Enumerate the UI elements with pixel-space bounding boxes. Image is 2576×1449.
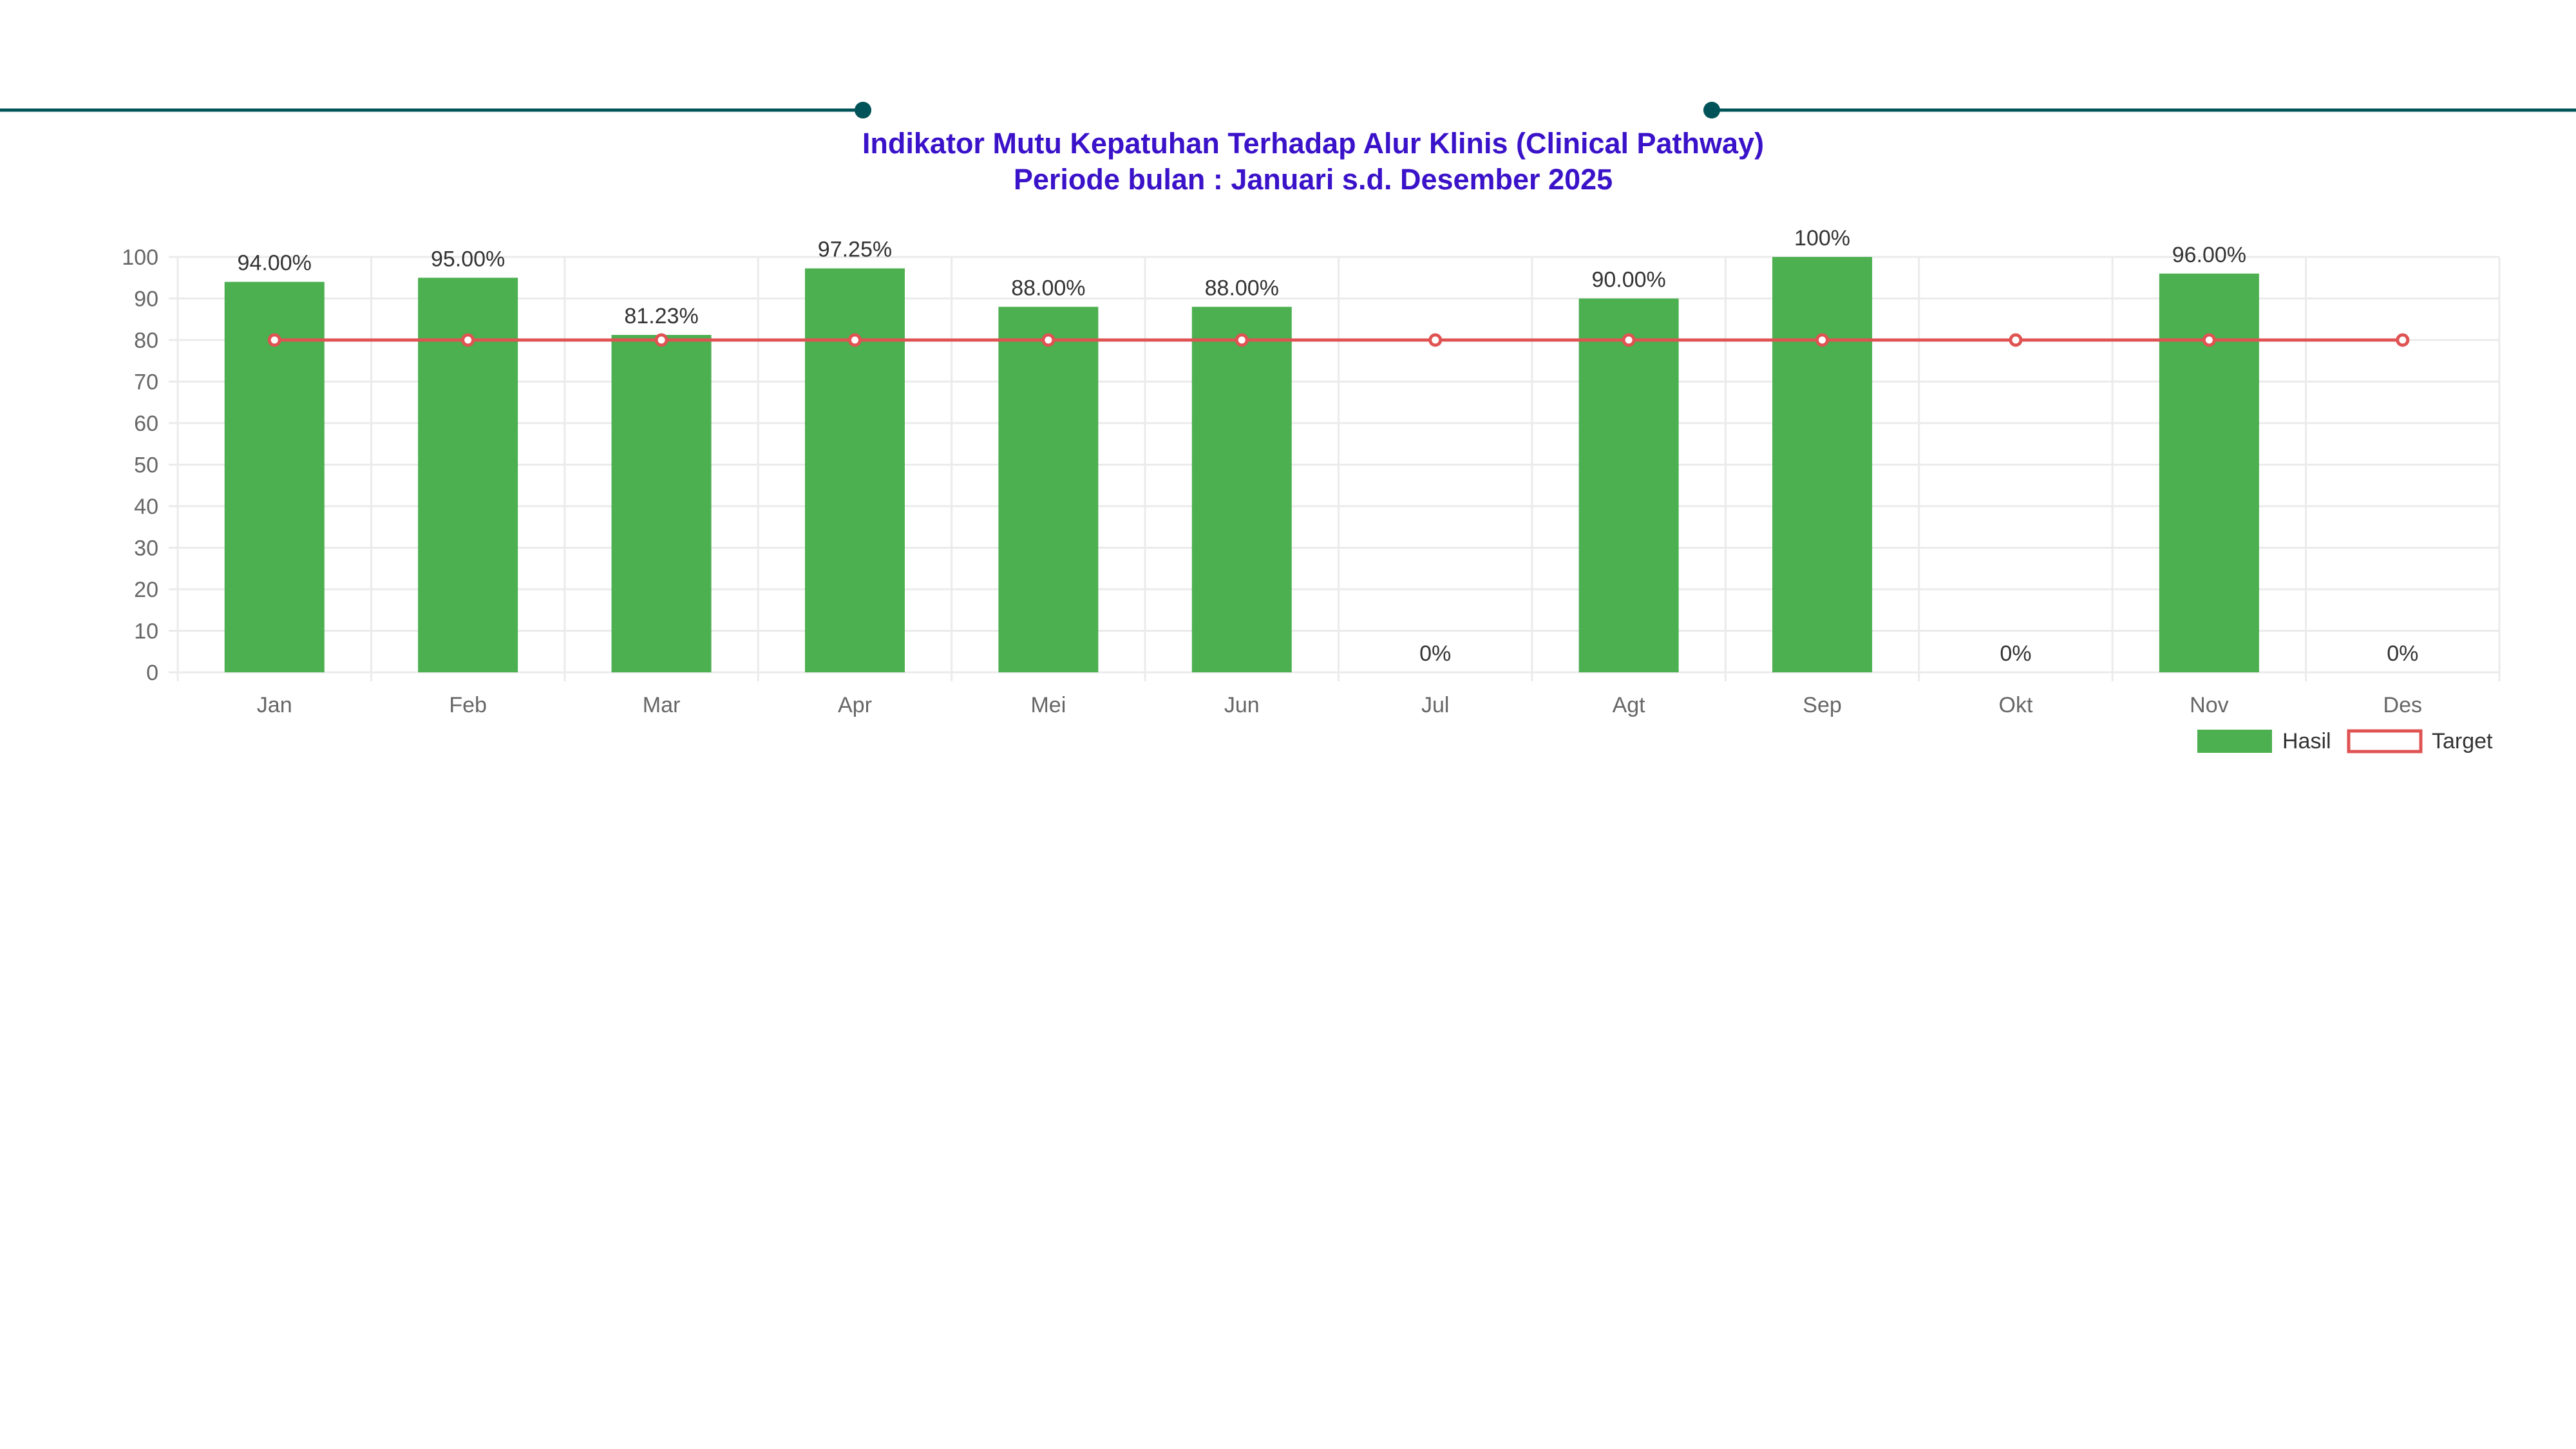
target-point-agt	[1622, 333, 1636, 347]
decor-dot-left	[855, 102, 871, 118]
target-point-jul	[1428, 333, 1443, 347]
x-tick-label-jun: Jun	[1224, 693, 1260, 717]
chart-title-block: Indikator Mutu Kepatuhan Terhadap Alur K…	[0, 126, 2576, 198]
data-label-jul: 0%	[1419, 641, 1451, 666]
y-tick-label: 50	[134, 453, 158, 478]
bar-agt	[1578, 298, 1679, 672]
target-point-sep	[1815, 333, 1830, 347]
y-tick-label: 60	[134, 412, 158, 436]
data-label-jan: 94.00%	[238, 251, 312, 276]
y-tick-label: 40	[134, 495, 158, 519]
y-tick-label: 0	[146, 661, 158, 685]
x-tick-label-feb: Feb	[449, 693, 487, 717]
target-point-apr	[848, 333, 862, 347]
target-point-feb	[461, 333, 475, 347]
data-label-okt: 0%	[2000, 641, 2031, 666]
target-point-mei	[1041, 333, 1056, 347]
chart-title: Indikator Mutu Kepatuhan Terhadap Alur K…	[862, 127, 1765, 160]
data-label-jun: 88.00%	[1205, 276, 1279, 300]
data-label-nov: 96.00%	[2172, 243, 2246, 267]
legend-swatch-target	[2347, 729, 2423, 753]
y-tick-label: 70	[134, 370, 158, 395]
y-tick-label: 90	[134, 287, 158, 312]
header-decoration	[0, 102, 2576, 118]
bar-jun	[1191, 307, 1292, 672]
x-tick-label-mar: Mar	[643, 693, 681, 717]
data-label-des: 0%	[2387, 641, 2418, 666]
x-tick-label-apr: Apr	[838, 693, 872, 717]
data-label-mei: 88.00%	[1011, 276, 1085, 300]
legend-swatch-hasil	[2197, 730, 2272, 753]
y-tick-label: 10	[134, 620, 158, 644]
target-point-mar	[654, 333, 668, 347]
y-tick-label: 80	[134, 328, 158, 353]
data-label-feb: 95.00%	[431, 247, 505, 271]
data-label-sep: 100%	[1794, 226, 1850, 251]
decor-dot-right	[1703, 102, 1720, 118]
bar-mar	[611, 335, 712, 672]
bar-chart: 0 10 20 30 40 50 60 70 80 90 100 94.00% Jan 95.00% Feb…	[122, 226, 2501, 753]
y-tick-label: 100	[122, 245, 158, 270]
y-tick-label: 30	[134, 536, 158, 561]
target-point-nov	[2202, 333, 2216, 347]
chart-subtitle: Periode bulan : Januari s.d. Desember 20…	[1013, 163, 1613, 196]
x-tick-label-jul: Jul	[1421, 693, 1449, 717]
legend-label-target: Target	[2432, 729, 2493, 753]
bar-jan	[224, 281, 325, 672]
target-point-jan	[267, 333, 281, 347]
data-label-apr: 97.25%	[818, 238, 892, 262]
x-tick-label-okt: Okt	[1999, 693, 2033, 717]
data-label-agt: 90.00%	[1591, 268, 1665, 292]
y-tick-label: 20	[134, 578, 158, 602]
x-tick-label-des: Des	[2383, 693, 2422, 717]
x-tick-label-nov: Nov	[2190, 693, 2228, 717]
bar-mei	[998, 307, 1099, 672]
legend-label-hasil: Hasil	[2282, 729, 2331, 753]
x-tick-label-jan: Jan	[257, 693, 292, 717]
x-tick-label-sep: Sep	[1803, 693, 1842, 717]
target-point-okt	[2009, 333, 2023, 347]
target-point-jun	[1235, 333, 1249, 347]
x-tick-label-mei: Mei	[1030, 693, 1066, 717]
bar-sep	[1772, 257, 1873, 672]
x-tick-label-agt: Agt	[1613, 693, 1646, 717]
bar-apr	[804, 268, 905, 672]
data-label-mar: 81.23%	[624, 304, 698, 328]
target-point-des	[2396, 333, 2410, 347]
